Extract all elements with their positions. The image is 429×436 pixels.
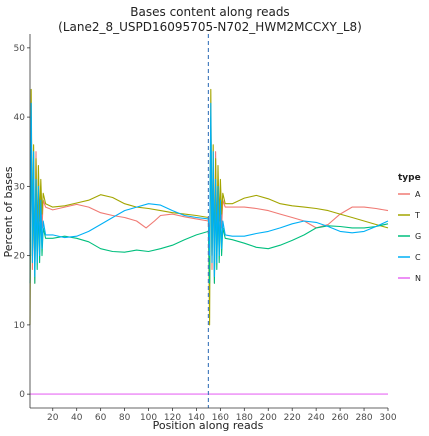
legend: type A T G C N [398,173,421,283]
x-tick-label: 40 [71,413,83,423]
plot-area: 20 40 60 80 100 120 140 160 180 200 220 240 260 280 30… [14,34,397,423]
x-tick-label: 200 [260,413,277,423]
chart-subtitle: (Lane2_8_USPD16095705-N702_HWM2MCCXY_L8) [58,20,362,34]
legend-label-t: T [414,211,420,220]
legend-label-c: C [415,253,421,262]
x-tick-label: 140 [188,413,205,423]
x-tick-label: 20 [47,413,59,423]
y-tick-label: 10 [14,321,26,331]
legend-title: type [398,173,421,183]
chart-title: Bases content along reads [130,5,289,19]
x-tick-label: 260 [332,413,349,423]
x-tick-label: 60 [95,413,107,423]
y-tick-label: 50 [14,44,26,54]
x-tick-label: 280 [355,413,372,423]
y-tick-label: 30 [14,182,26,192]
legend-label-g: G [415,232,421,241]
y-tick-label: 40 [14,113,26,123]
x-axis-title: Position along reads [153,419,264,432]
y-axis-title: Percent of bases [2,166,15,257]
x-tick-label: 100 [140,413,157,423]
y-tick-label: 0 [19,390,25,400]
legend-label-n: N [415,274,421,283]
x-tick-label: 300 [379,413,396,423]
x-tick-label: 240 [308,413,325,423]
x-tick-label: 180 [236,413,253,423]
y-tick-label: 20 [14,252,26,262]
x-tick-label: 160 [212,413,229,423]
legend-label-a: A [415,190,421,199]
x-tick-label: 220 [284,413,301,423]
x-tick-label: 120 [164,413,181,423]
x-tick-label: 80 [119,413,131,423]
